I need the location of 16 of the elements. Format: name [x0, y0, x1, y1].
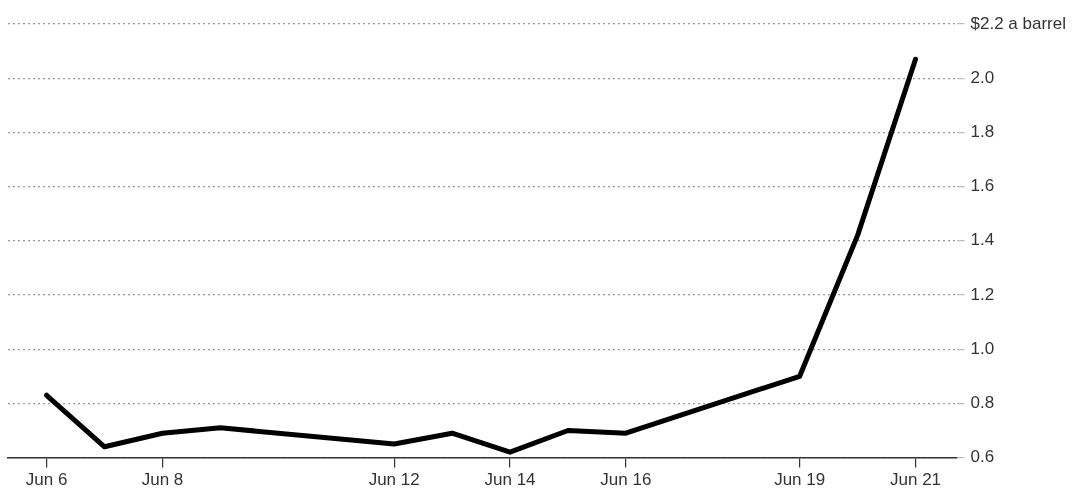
y-tick-label: 2.0 — [970, 67, 995, 87]
y-tick-label: 0.6 — [970, 447, 995, 467]
x-tick-label: Jun 19 — [774, 470, 826, 490]
y-tick-label: 1.2 — [970, 284, 995, 304]
x-tick-label: Jun 6 — [25, 470, 68, 490]
y-tick-label: $2.2 a barrel — [970, 13, 1066, 33]
x-tick-label: Jun 12 — [368, 470, 420, 490]
x-tick-label: Jun 21 — [889, 470, 942, 490]
y-tick-label: 1.8 — [970, 122, 995, 142]
x-tick-label: Jun 16 — [600, 470, 652, 490]
y-tick-label: 1.0 — [970, 338, 995, 358]
y-tick-label: 1.4 — [970, 230, 995, 250]
y-tick-label: 1.6 — [970, 176, 995, 196]
x-tick-label: Jun 14 — [484, 470, 536, 490]
y-tick-label: 0.8 — [970, 393, 995, 413]
x-tick-label: Jun 8 — [141, 470, 184, 490]
